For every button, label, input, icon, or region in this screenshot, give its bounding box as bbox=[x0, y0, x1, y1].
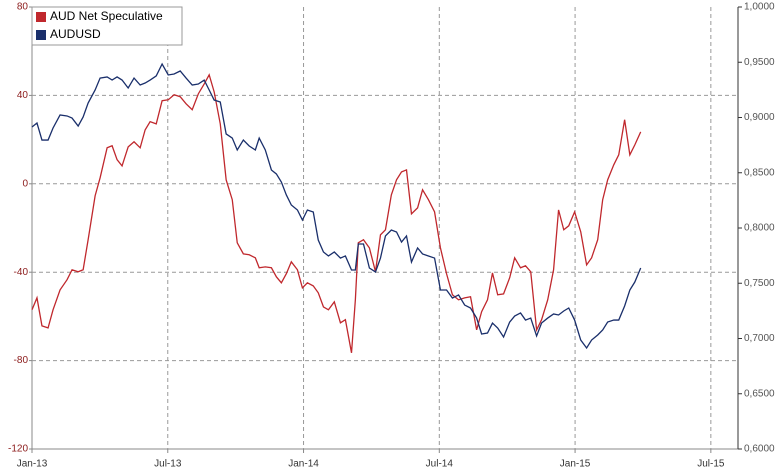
y2-tick-label: 0,8000 bbox=[744, 223, 775, 234]
series-line bbox=[31, 62, 642, 350]
y2-tick-label: 0,6000 bbox=[744, 444, 775, 455]
legend-box bbox=[31, 6, 183, 46]
legend-swatch bbox=[36, 30, 46, 40]
y2-tick-label: 0,9000 bbox=[744, 112, 775, 123]
y-tick-label: -120 bbox=[8, 444, 28, 455]
y-tick-label: 40 bbox=[17, 90, 29, 101]
x-tick-label: Jul-13 bbox=[154, 459, 182, 470]
y2-tick-label: 0,8500 bbox=[744, 167, 775, 178]
y2-tick-label: 1,0000 bbox=[744, 2, 775, 13]
legend-label: AUDUSD bbox=[50, 27, 101, 41]
y-tick-label: 0 bbox=[22, 178, 28, 189]
y-tick-label: -80 bbox=[14, 355, 29, 366]
y-tick-label: -40 bbox=[14, 267, 29, 278]
series-line bbox=[31, 73, 642, 353]
legend: AUD Net Speculative AUDUSD bbox=[31, 6, 183, 46]
y2-tick-label: 0,7000 bbox=[744, 333, 775, 344]
x-tick-label: Jan-13 bbox=[17, 459, 48, 470]
y-tick-label: 80 bbox=[17, 2, 29, 13]
x-tick-label: Jul-15 bbox=[697, 459, 725, 470]
legend-label: AUD Net Speculative bbox=[50, 9, 163, 23]
y2-tick-label: 0,9500 bbox=[744, 57, 775, 68]
legend-swatch bbox=[36, 12, 46, 22]
y2-tick-label: 0,6500 bbox=[744, 388, 775, 399]
y2-tick-label: 0,7500 bbox=[744, 278, 775, 289]
x-tick-label: Jul-14 bbox=[426, 459, 454, 470]
x-tick-label: Jan-14 bbox=[288, 459, 319, 470]
x-tick-label: Jan-15 bbox=[560, 459, 591, 470]
